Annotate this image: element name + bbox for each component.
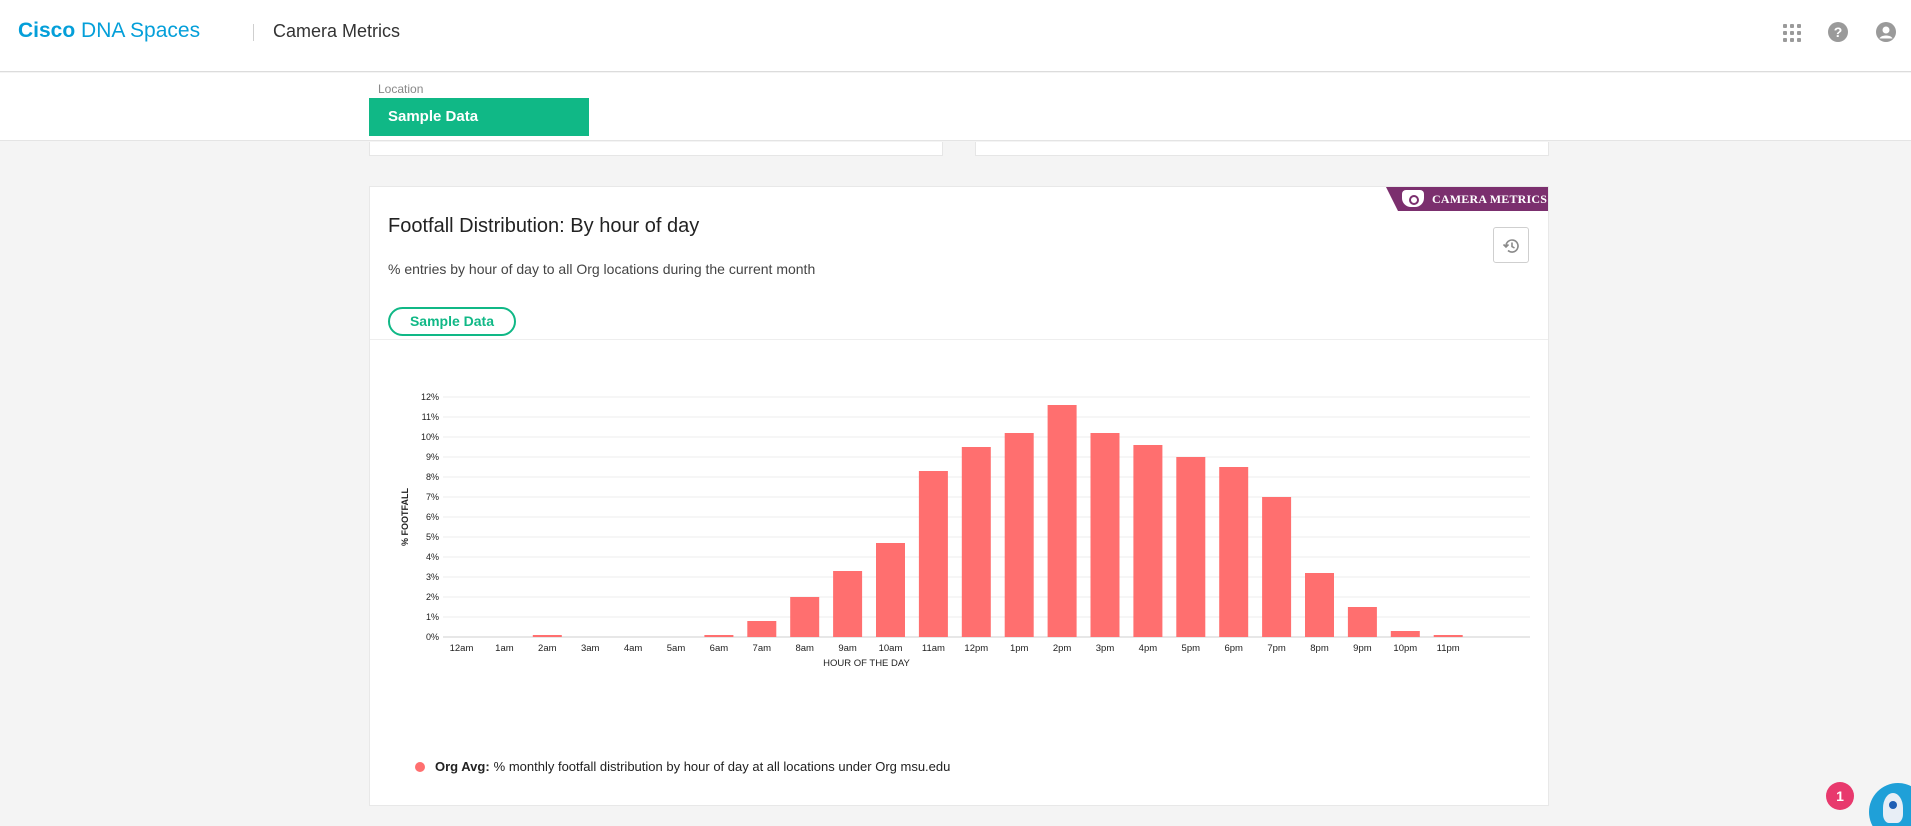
x-tick-label: 1am (495, 643, 514, 654)
card-divider (370, 339, 1548, 340)
bar-1pm[interactable] (1004, 433, 1034, 637)
x-tick-label: 10am (879, 643, 903, 654)
header-divider (253, 24, 254, 41)
bar-8pm[interactable] (1305, 573, 1334, 637)
x-tick-label: 4pm (1139, 643, 1158, 654)
x-tick-label: 6pm (1224, 643, 1243, 654)
x-tick-label: 8am (795, 643, 814, 654)
bar-8am[interactable] (790, 597, 820, 637)
y-axis-label: % FOOTFALL (400, 488, 410, 546)
brand-logo[interactable]: Cisco DNA Spaces (18, 19, 200, 43)
assistant-launcher-button[interactable] (1869, 783, 1911, 826)
camera-icon (1402, 190, 1424, 207)
notification-badge[interactable]: 1 (1826, 782, 1854, 810)
legend-series-name: Org Avg: (435, 759, 490, 774)
camera-metrics-badge: CAMERA METRICS (1386, 187, 1548, 211)
x-tick-label: 12am (450, 643, 474, 654)
x-tick-label: 4am (624, 643, 643, 654)
x-tick-label: 11pm (1437, 643, 1460, 654)
x-tick-label: 2pm (1053, 643, 1072, 654)
apps-grid-icon[interactable] (1783, 22, 1803, 42)
bar-7am[interactable] (747, 621, 777, 637)
x-tick-label: 10pm (1393, 643, 1417, 654)
card-title: Footfall Distribution: By hour of day (388, 215, 700, 237)
app-title: Camera Metrics (273, 21, 401, 41)
y-tick-label: 2% (426, 592, 439, 602)
bar-9am[interactable] (833, 571, 863, 637)
x-tick-label: 7pm (1267, 643, 1286, 654)
bar-6pm[interactable] (1219, 467, 1249, 637)
y-tick-label: 5% (426, 532, 439, 542)
y-tick-label: 1% (426, 612, 439, 622)
footfall-distribution-card: CAMERA METRICS Footfall Distribution: By… (369, 186, 1549, 806)
x-tick-label: 1pm (1010, 643, 1029, 654)
bar-6am[interactable] (704, 635, 734, 637)
brand-name-rest: DNA Spaces (81, 19, 201, 42)
bar-10am[interactable] (876, 543, 905, 637)
history-button[interactable] (1493, 227, 1529, 263)
y-tick-label: 8% (426, 472, 439, 482)
y-tick-label: 7% (426, 492, 439, 502)
card-remnant-right (975, 142, 1549, 156)
user-icon[interactable] (1876, 22, 1896, 42)
y-tick-label: 0% (426, 632, 439, 642)
location-label: Location (378, 82, 424, 96)
y-tick-label: 3% (426, 572, 439, 582)
bar-11am[interactable] (918, 471, 948, 637)
y-tick-label: 9% (426, 452, 439, 462)
y-tick-label: 12% (421, 392, 439, 402)
card-subtitle: % entries by hour of day to all Org loca… (388, 261, 816, 277)
y-tick-label: 6% (426, 512, 439, 522)
legend-dot (415, 761, 425, 772)
x-axis-label: HOUR OF THE DAY (823, 658, 910, 669)
x-tick-label: 7am (753, 643, 772, 654)
bar-7pm[interactable] (1262, 497, 1292, 637)
bar-10pm[interactable] (1390, 631, 1420, 637)
x-tick-label: 11am (922, 643, 945, 654)
x-tick-label: 2am (538, 643, 557, 654)
bar-3pm[interactable] (1090, 433, 1120, 637)
top-navbar: Cisco DNA Spaces Camera Metrics ? (0, 0, 1911, 72)
bar-2pm[interactable] (1047, 405, 1077, 637)
bar-2am[interactable] (532, 635, 562, 637)
x-tick-label: 3pm (1096, 643, 1115, 654)
chart-legend: Org Avg: % monthly footfall distribution… (415, 759, 950, 774)
history-icon (1502, 239, 1519, 253)
y-tick-label: 11% (422, 412, 439, 422)
y-tick-label: 4% (426, 552, 439, 562)
location-select[interactable]: Sample Data (369, 98, 589, 136)
card-remnant-left (369, 142, 943, 156)
brand-name-bold: Cisco (18, 19, 76, 42)
bar-12pm[interactable] (961, 447, 991, 637)
location-bar: Location Sample Data (0, 73, 1911, 141)
x-tick-label: 6am (710, 643, 729, 654)
sample-data-pill[interactable]: Sample Data (388, 307, 516, 336)
bar-11pm[interactable] (1433, 635, 1463, 637)
bar-4pm[interactable] (1133, 445, 1163, 637)
badge-label: CAMERA METRICS (1432, 192, 1548, 206)
x-tick-label: 3am (581, 643, 600, 654)
x-tick-label: 9am (838, 643, 857, 654)
bar-9pm[interactable] (1347, 607, 1377, 637)
x-tick-label: 12pm (964, 643, 988, 654)
help-icon[interactable]: ? (1828, 22, 1848, 42)
rocket-icon (1883, 793, 1903, 823)
y-tick-label: 10% (421, 432, 439, 442)
x-tick-label: 8pm (1310, 643, 1329, 654)
legend-description: % monthly footfall distribution by hour … (493, 759, 951, 774)
x-tick-label: 5am (667, 643, 686, 654)
bar-5pm[interactable] (1176, 457, 1206, 637)
footfall-bar-chart: 0% 1% 2% 3% 4% 5% 6% 7% 8% 9% 10% 11% 12% 12am 1am 2am 3… (400, 392, 1530, 669)
x-tick-label: 5pm (1182, 643, 1201, 654)
x-tick-label: 9pm (1353, 643, 1372, 654)
